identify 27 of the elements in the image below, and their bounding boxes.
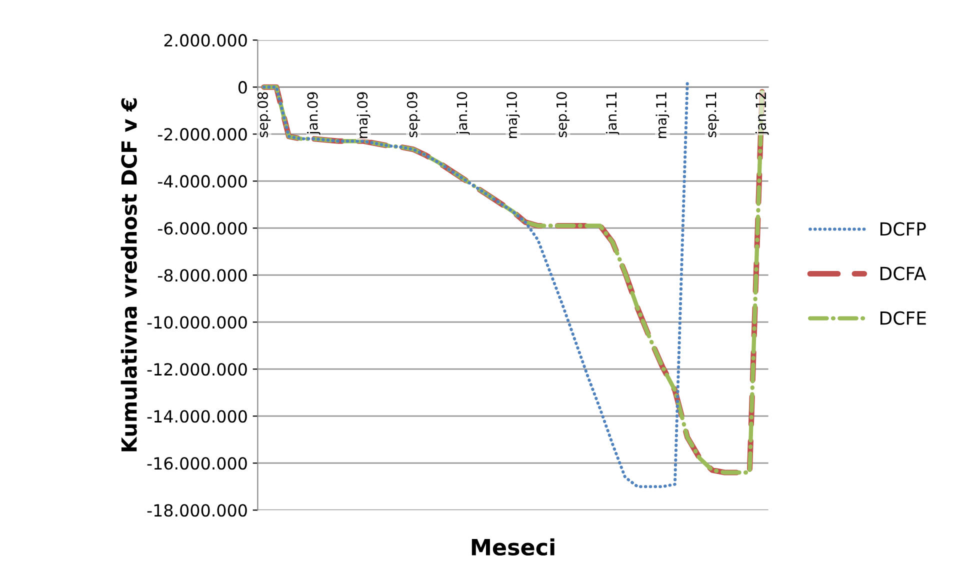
legend-label: DCFP (880, 222, 926, 236)
x-tick-label: jan.12 (755, 92, 769, 135)
y-tick-label: -14.000.000 (147, 410, 247, 423)
y-tick-label: -6.000.000 (158, 222, 247, 235)
x-tick-label: jan.10 (456, 92, 470, 135)
x-tick-label: maj.09 (356, 92, 370, 138)
y-axis-title: Kumulativna vrednost DCF v € (120, 98, 137, 452)
x-tick-label: maj.11 (656, 92, 670, 138)
y-tick-label: 0 (238, 81, 247, 94)
x-tick-label: maj.10 (506, 92, 520, 138)
x-tick-label: jan.09 (307, 92, 320, 135)
legend-label: DCFA (880, 266, 926, 280)
x-tick-label: jan.11 (606, 92, 620, 135)
x-tick-label: sep.09 (406, 92, 420, 138)
x-tick-label: sep.08 (257, 92, 271, 138)
y-tick-label: -4.000.000 (158, 175, 247, 188)
y-tick-label: -16.000.000 (147, 457, 247, 470)
y-tick-label: -8.000.000 (158, 269, 247, 282)
y-tick-label: -2.000.000 (158, 128, 247, 141)
x-tick-label: sep.10 (556, 92, 570, 138)
x-tick-label: sep.11 (706, 92, 719, 138)
y-tick-label: 2.000.000 (164, 34, 247, 47)
legend-label: DCFE (880, 311, 926, 325)
y-tick-label: -18.000.000 (147, 504, 247, 517)
y-tick-label: -10.000.000 (147, 316, 247, 329)
x-axis-title: Meseci (472, 538, 554, 556)
y-tick-label: -12.000.000 (147, 363, 247, 376)
